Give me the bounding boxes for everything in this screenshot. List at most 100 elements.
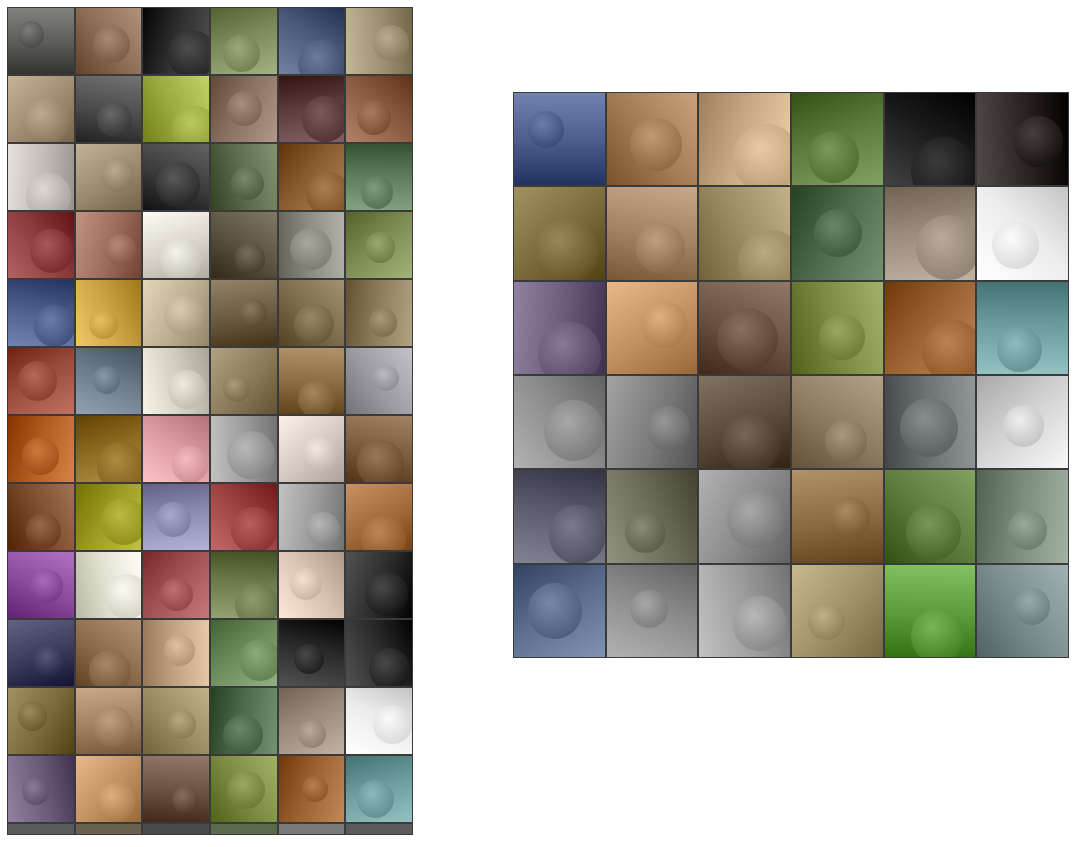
- photo-tile: [884, 281, 976, 374]
- photo-subject: [155, 502, 191, 538]
- photo-tile: [75, 348, 142, 414]
- photo-subject: [905, 503, 961, 560]
- photo-tile: [210, 756, 277, 822]
- right-image-grid: [513, 92, 1069, 658]
- photo-tile-cropped: [210, 824, 277, 834]
- photo-subject: [297, 719, 326, 749]
- photo-subject: [305, 511, 340, 547]
- photo-tile: [8, 552, 74, 618]
- photo-tile: [210, 76, 277, 142]
- photo-subject: [635, 223, 685, 274]
- photo-subject: [17, 21, 45, 48]
- photo-tile: [8, 212, 74, 278]
- photo-subject: [372, 704, 412, 745]
- photo-tile-cropped: [278, 824, 345, 834]
- photo-tile: [606, 376, 698, 469]
- photo-subject: [356, 780, 395, 819]
- photo-tile: [278, 552, 345, 618]
- photo-subject: [167, 710, 197, 740]
- photo-subject: [29, 569, 64, 603]
- photo-tile: [884, 93, 976, 186]
- photo-tile: [75, 620, 142, 686]
- photo-subject: [226, 91, 262, 127]
- photo-subject: [25, 513, 62, 549]
- photo-tile: [278, 8, 345, 74]
- photo-tile: [210, 552, 277, 618]
- photo-subject: [368, 308, 397, 337]
- photo-subject: [234, 583, 277, 618]
- photo-tile: [143, 688, 209, 754]
- photo-subject: [364, 232, 395, 263]
- photo-tile: [791, 187, 883, 280]
- photo-tile: [791, 93, 883, 186]
- photo-subject: [21, 97, 70, 142]
- photo-tile: [75, 484, 142, 550]
- photo-tile: [278, 348, 345, 414]
- photo-tile: [210, 280, 277, 346]
- photo-subject: [646, 406, 691, 451]
- photo-tile: [791, 281, 883, 374]
- photo-subject: [641, 301, 688, 349]
- photo-tile: [977, 376, 1068, 469]
- photo-tile: [278, 280, 345, 346]
- photo-tile: [791, 564, 883, 657]
- photo-tile: [210, 688, 277, 754]
- photo-tile: [346, 144, 412, 210]
- photo-tile: [606, 281, 698, 374]
- photo-tile: [8, 280, 74, 346]
- photo-tile: [884, 564, 976, 657]
- photo-tile: [143, 212, 209, 278]
- photo-subject: [372, 364, 399, 391]
- photo-subject: [630, 589, 669, 629]
- photo-tile: [699, 93, 790, 186]
- photo-tile: [346, 76, 412, 142]
- photo-tile: [514, 564, 605, 657]
- photo-tile: [75, 76, 142, 142]
- photo-subject: [104, 573, 142, 618]
- photo-subject: [163, 294, 205, 336]
- photo-subject: [222, 375, 250, 403]
- photo-subject: [360, 176, 393, 209]
- photo-subject: [293, 303, 334, 344]
- photo-subject: [364, 572, 409, 616]
- photo-tile: [977, 93, 1068, 186]
- photo-tile: [346, 688, 412, 754]
- photo-subject: [163, 634, 195, 666]
- photo-tile: [346, 552, 412, 618]
- photo-subject: [991, 221, 1039, 270]
- photo-subject: [916, 215, 976, 280]
- photo-subject: [230, 167, 264, 201]
- photo-subject: [234, 243, 266, 275]
- photo-tile: [514, 93, 605, 186]
- photo-tile: [278, 620, 345, 686]
- photo-subject: [732, 124, 790, 186]
- photo-tile: [75, 688, 142, 754]
- photo-tile: [346, 620, 412, 686]
- photo-tile: [75, 212, 142, 278]
- photo-subject: [630, 117, 682, 171]
- photo-tile: [143, 552, 209, 618]
- photo-tile: [8, 756, 74, 822]
- photo-subject: [159, 238, 203, 278]
- photo-tile: [514, 281, 605, 374]
- photo-tile: [606, 564, 698, 657]
- photo-tile: [346, 8, 412, 74]
- photo-subject: [289, 567, 322, 601]
- photo-subject: [29, 229, 73, 273]
- photo-tile: [278, 212, 345, 278]
- photo-tile: [699, 376, 790, 469]
- photo-tile: [143, 144, 209, 210]
- photo-tile: [977, 564, 1068, 657]
- photo-subject: [997, 326, 1042, 373]
- photo-tile: [977, 187, 1068, 280]
- photo-subject: [238, 299, 268, 329]
- photo-tile: [8, 144, 74, 210]
- photo-tile: [143, 756, 209, 822]
- photo-tile: [75, 552, 142, 618]
- photo-subject: [716, 307, 779, 371]
- photo-tile: [278, 416, 345, 482]
- photo-tile: [75, 144, 142, 210]
- photo-tile: [346, 416, 412, 482]
- photo-tile: [143, 416, 209, 482]
- photo-subject: [226, 771, 265, 810]
